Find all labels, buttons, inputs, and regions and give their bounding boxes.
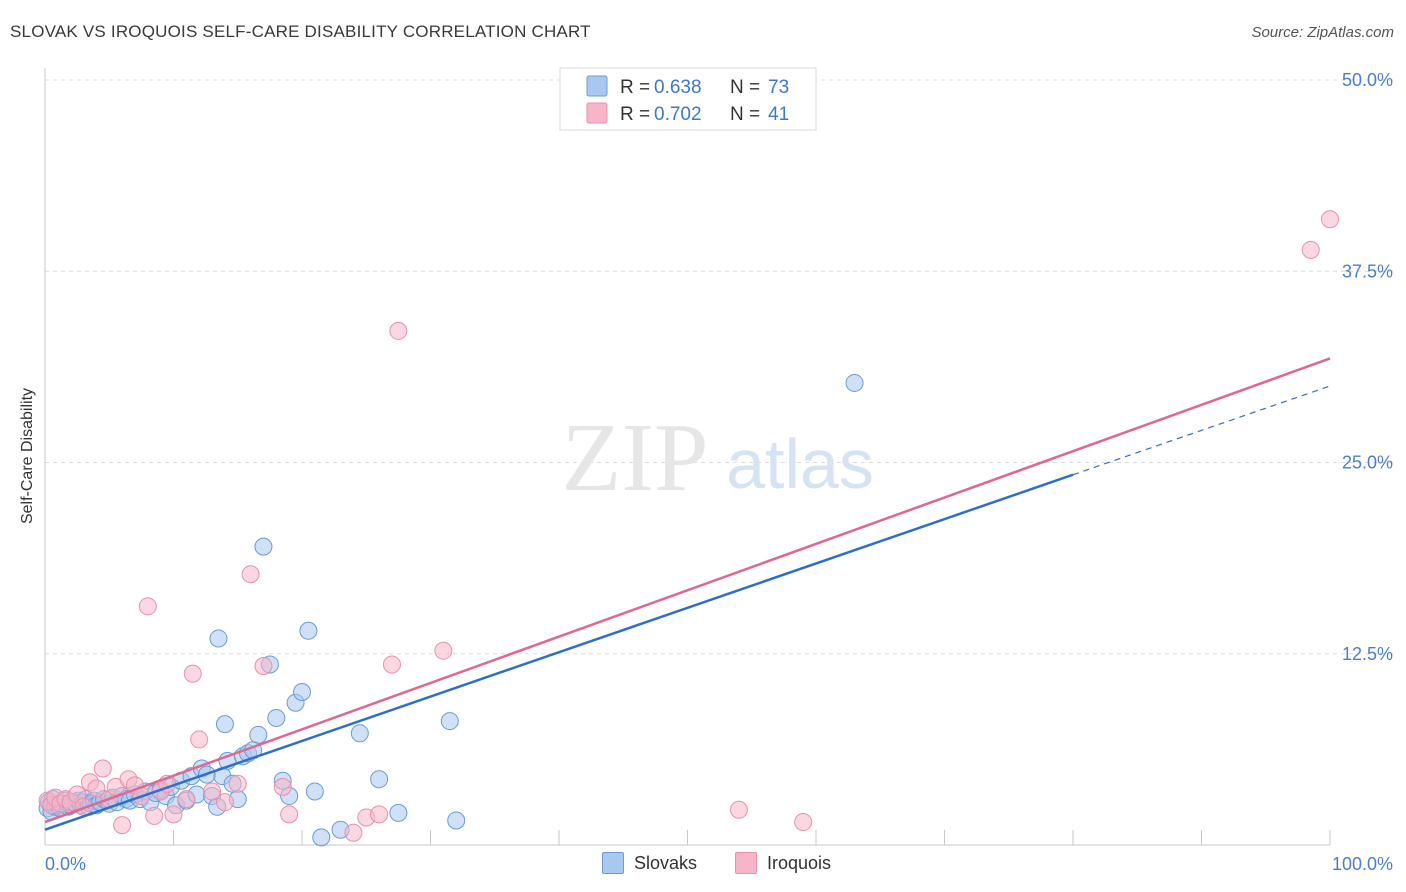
legend-label-iroquois: Iroquois (767, 852, 832, 873)
iroquois-point-22 (177, 790, 196, 809)
iroquois-point-28 (241, 565, 260, 584)
legend-box: R = 0.638 N = 73 R = 0.702 N = 41 (559, 67, 817, 131)
slovaks-point-60 (293, 683, 311, 701)
iroquois-point-27 (228, 774, 247, 793)
legend-n-value-iroquois: 41 (768, 104, 789, 125)
slovaks-point-53 (249, 725, 268, 744)
iroquois-point-17 (138, 597, 157, 616)
iroquois-point-36 (389, 321, 408, 340)
legend-item-iroquois[interactable]: Iroquois (735, 852, 831, 874)
legend-n-label-slovaks: N = (730, 77, 760, 98)
iroquois-point-25 (203, 782, 222, 801)
slovaks-point-72 (845, 373, 864, 392)
watermark-atlas: atlas (726, 425, 874, 503)
legend-swatch-slovaks-bottom (602, 852, 624, 874)
slovaks-trend-extension (1072, 385, 1331, 476)
slovaks-point-54 (254, 537, 273, 556)
legend-n-value-slovaks: 73 (768, 77, 789, 98)
x-tick-label-max: 100.0% (1332, 854, 1393, 874)
legend-swatch-iroquois-bottom (735, 852, 757, 874)
iroquois-point-37 (434, 641, 453, 660)
iroquois-point-32 (344, 823, 363, 842)
iroquois-point-23 (183, 664, 202, 683)
legend-r-value-slovaks: 0.638 (654, 77, 702, 98)
y-tick-label-1: 25.0% (1342, 453, 1393, 473)
iroquois-point-40 (1301, 240, 1320, 259)
legend-label-slovaks: Slovaks (634, 852, 698, 873)
slovaks-point-63 (312, 828, 331, 847)
legend-swatch-slovaks (586, 75, 608, 97)
slovaks-point-56 (267, 709, 286, 728)
legend-n-label-iroquois: N = (730, 104, 760, 125)
watermark: ZIP atlas (562, 404, 874, 512)
iroquois-point-21 (164, 805, 183, 824)
legend-item-slovaks[interactable]: Slovaks (602, 852, 697, 874)
watermark-zip: ZIP (562, 404, 709, 512)
slovaks-point-67 (389, 803, 408, 822)
y-tick-label-2: 37.5% (1342, 261, 1393, 281)
iroquois-point-24 (190, 730, 209, 749)
x-ticks (44, 830, 1331, 845)
iroquois-point-39 (794, 813, 813, 832)
source-label: Source: ZipAtlas.com (1251, 24, 1394, 41)
legend-swatch-iroquois (586, 102, 608, 124)
iroquois-point-30 (273, 777, 292, 796)
slovaks-point-71 (209, 629, 228, 648)
iroquois-point-9 (87, 779, 106, 798)
iroquois-point-41 (1321, 210, 1339, 229)
iroquois-point-29 (254, 656, 273, 675)
slovaks-point-66 (370, 770, 389, 789)
bottom-legend: Slovaks Iroquois (0, 852, 1406, 878)
slovaks-point-69 (447, 811, 466, 830)
trend-lines (44, 357, 1331, 831)
iroquois-points (38, 210, 1339, 842)
x-tick-label-min: 0.0% (45, 854, 86, 874)
legend-r-label-iroquois: R = (620, 104, 650, 125)
legend-r-label-slovaks: R = (620, 77, 650, 98)
iroquois-trend-line (44, 357, 1331, 824)
iroquois-point-13 (113, 816, 132, 835)
slovaks-point-68 (440, 712, 459, 731)
y-tick-label-0: 12.5% (1342, 644, 1393, 664)
y-tick-labels: 12.5% 25.0% 37.5% 50.0% (1342, 70, 1393, 664)
iroquois-point-26 (215, 793, 234, 812)
iroquois-point-31 (280, 805, 299, 824)
y-tick-label-3: 50.0% (1342, 70, 1393, 90)
slovaks-point-65 (350, 724, 369, 743)
iroquois-point-38 (729, 800, 748, 819)
iroquois-point-10 (93, 759, 112, 778)
slovaks-trend-line (44, 473, 1074, 831)
chart-title: SLOVAK VS IROQUOIS SELF-CARE DISABILITY … (10, 22, 591, 41)
slovaks-point-70 (215, 715, 234, 734)
legend-r-value-iroquois: 0.702 (654, 104, 702, 125)
iroquois-point-35 (382, 655, 401, 674)
iroquois-point-18 (145, 806, 164, 825)
slovaks-point-61 (299, 621, 318, 640)
slovaks-point-62 (305, 782, 324, 801)
iroquois-point-34 (370, 805, 389, 824)
